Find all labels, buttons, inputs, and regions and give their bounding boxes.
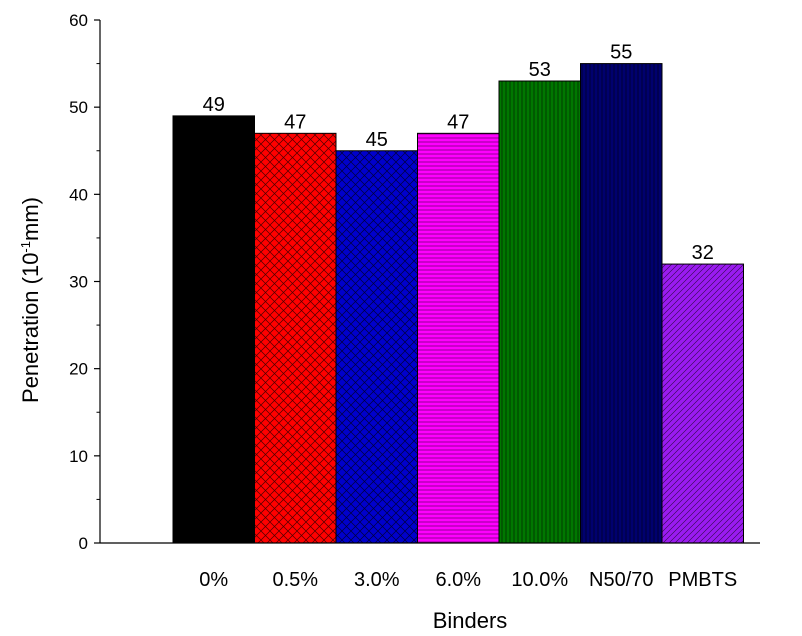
- bar-pattern: [662, 264, 744, 543]
- x-category-label: PMBTS: [668, 569, 737, 591]
- y-tick-label: 60: [69, 11, 88, 30]
- bar-pattern: [336, 150, 418, 543]
- y-axis-title: Penetration (10-1mm): [18, 197, 43, 403]
- data-label: 49: [203, 94, 225, 116]
- data-label: 32: [692, 242, 714, 264]
- bar-N50/70: [580, 63, 663, 544]
- bar-10.0%: [498, 80, 581, 544]
- y-tick-label: 10: [69, 447, 88, 466]
- y-axis-title-main: Penetration (10: [18, 253, 43, 403]
- y-tick-label: 40: [69, 185, 88, 204]
- y-axis-title-unit: mm): [18, 197, 43, 241]
- bar-0%: [172, 115, 255, 544]
- bar-6.0%: [417, 132, 500, 544]
- x-axis: 0% 0.5% 3.0% 6.0% 10.0% N50/70 PMBTS: [100, 542, 760, 591]
- x-category-label: N50/70: [589, 569, 654, 591]
- y-axis: 0 10 20 30 40 50 60: [69, 11, 101, 553]
- y-tick-label: 30: [69, 273, 88, 292]
- bar-pattern: [580, 63, 662, 543]
- data-label: 47: [447, 111, 469, 133]
- x-category-label: 6.0%: [435, 569, 481, 591]
- y-tick-label: 0: [79, 534, 88, 553]
- y-tick-label: 50: [69, 98, 88, 117]
- x-category-label: 10.0%: [511, 569, 568, 591]
- x-axis-title: Binders: [433, 608, 508, 633]
- bar-fill: [173, 115, 255, 543]
- bar-PMBTS: [661, 263, 744, 544]
- x-category-label: 3.0%: [354, 569, 400, 591]
- data-label: 45: [366, 129, 388, 151]
- bars-group: [172, 63, 744, 544]
- data-labels-group: 49 47 45 47 53 55 32: [203, 42, 714, 264]
- bar-pattern: [254, 133, 336, 544]
- data-label: 55: [610, 42, 632, 64]
- x-category-label: 0%: [199, 569, 228, 591]
- bar-3.0%: [335, 150, 418, 544]
- bar-0.5%: [254, 132, 337, 544]
- bar-pattern: [417, 133, 499, 544]
- y-axis-title-superscript: -1: [18, 241, 33, 253]
- bar-pattern: [499, 81, 581, 544]
- data-label: 53: [529, 59, 551, 81]
- data-label: 47: [284, 111, 306, 133]
- y-tick-label: 20: [69, 360, 88, 379]
- x-category-label: 0.5%: [272, 569, 318, 591]
